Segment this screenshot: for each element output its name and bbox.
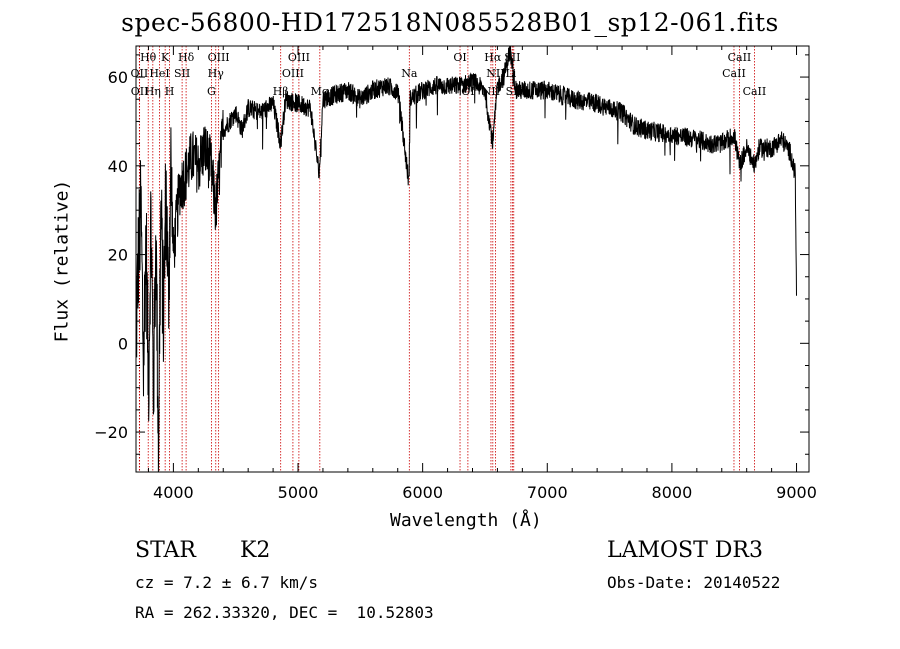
coordinates: RA = 262.33320, DEC = 10.52803 [135,603,434,622]
observation-date: Obs-Date: 20140522 [607,573,781,592]
spectral-line-label: OII [131,85,149,98]
x-tick-label: 6000 [402,483,443,502]
spectral-line-label: NII [486,67,504,80]
spectral-line-label: Hβ [273,85,289,98]
y-tick-label: 0 [118,334,128,353]
spectral-line-label: G [207,85,216,98]
spectrum-line-group [135,45,797,472]
y-tick-label: 60 [108,68,128,87]
axis-ticks: 4000 5000 6000 7000 8000 9000 −20 0 20 40 60 [94,46,817,502]
spectral-line-label: Li [505,67,516,80]
spectral-line-label: OII [131,67,149,80]
spectral-line-label: Hθ [140,51,157,64]
survey-name: LAMOST DR3 [607,538,763,563]
spectral-line-label: Hδ [178,51,195,64]
spectral-line-label: Hη [145,85,161,98]
x-tick-label: 9000 [776,483,817,502]
x-tick-label: 4000 [153,483,194,502]
spectral-line-label: SII [174,67,190,80]
y-tick-label: 40 [108,157,128,176]
spectral-line-label: OIII [208,51,230,64]
object-class: STAR [135,538,196,563]
x-tick-label: 5000 [278,483,319,502]
y-tick-label: −20 [94,423,128,442]
spectral-line-markers [138,46,755,472]
redshift-velocity: cz = 7.2 ± 6.7 km/s [135,573,319,592]
spectral-line-label: CaII [722,67,746,80]
spectral-line-label: Hα [484,51,502,64]
spectral-line-label: CaII [728,51,752,64]
spectral-line-label: OIII [282,67,304,80]
spectral-line-label: K [161,51,170,64]
y-tick-label: 20 [108,246,128,265]
spectrum-line [135,45,797,472]
x-tick-label: 8000 [652,483,693,502]
spectral-line-label: HeI [149,67,169,80]
spectral-line-label: OI [453,51,466,64]
spectral-line-label: Na [401,67,418,80]
spectral-line-label: OIII [288,51,310,64]
spectral-line-label: H [165,85,175,98]
x-tick-label: 7000 [527,483,568,502]
object-subclass: K2 [240,538,271,563]
chart-title: spec-56800-HD172518N085528B01_sp12-061.f… [121,8,779,37]
y-axis-label: Flux (relative) [51,179,73,343]
spectral-line-label: CaII [743,85,767,98]
x-axis-label: Wavelength (Å) [390,510,542,531]
plot-frame [135,45,810,473]
spectral-line-label: Hγ [208,67,225,80]
